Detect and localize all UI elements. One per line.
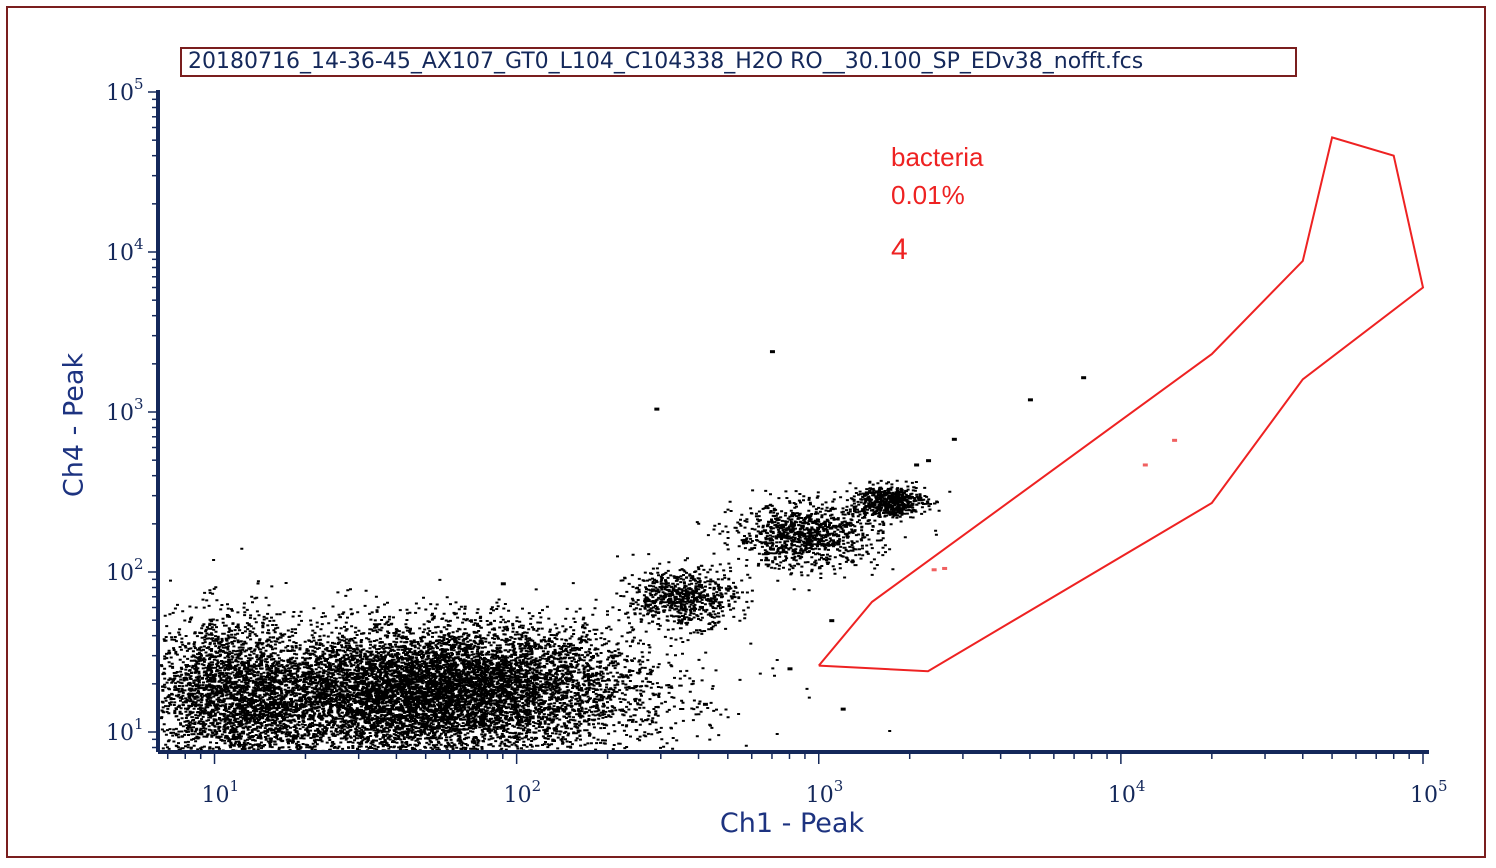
outlier-point [926, 459, 932, 463]
x-tick-label: 103 [806, 777, 844, 808]
y-tick-label: 102 [106, 555, 144, 586]
data-points [160, 350, 1087, 752]
outlier-point [787, 667, 793, 671]
y-tick-label: 104 [106, 235, 144, 266]
outlier-point [1027, 398, 1033, 402]
outlier-point [914, 463, 920, 467]
outlier-point [654, 407, 660, 411]
gated-event [1172, 438, 1178, 442]
outlier-point [769, 350, 775, 354]
y-tick-label: 101 [106, 715, 144, 746]
outlier-point [769, 547, 775, 551]
gated-event [942, 566, 948, 570]
x-axis-label: Ch1 - Peak [719, 808, 865, 839]
gated-event [1142, 463, 1148, 467]
event-cloud [160, 479, 952, 752]
gate-polygon[interactable] [818, 136, 1425, 673]
y-axis-label: Ch4 - Peak [58, 352, 90, 498]
outlier-point [1081, 376, 1087, 380]
x-tick-label: 105 [1410, 777, 1448, 808]
gate-percent-label: 0.01% [891, 180, 965, 210]
outlier-point [840, 707, 846, 711]
outlier-point [951, 437, 957, 441]
x-tick-label: 104 [1108, 777, 1146, 808]
x-tick-label: 101 [202, 777, 240, 808]
gate-count-label: 4 [891, 233, 908, 266]
gate-name-label: bacteria [891, 142, 984, 172]
axes: 101 102 103 104 105 101 102 103 104 105 [106, 75, 1448, 808]
chart-title: 20180716_14-36-45_AX107_GT0_L104_C104338… [180, 47, 1297, 77]
outlier-point [702, 702, 708, 706]
y-tick-label: 105 [106, 75, 144, 106]
figure-frame [6, 6, 1486, 858]
x-tick-label: 102 [504, 777, 542, 808]
gated-event [931, 568, 937, 572]
gate-layer [818, 136, 1425, 673]
outlier-point [500, 582, 506, 586]
outlier-point [829, 619, 835, 623]
y-tick-label: 103 [106, 395, 144, 426]
